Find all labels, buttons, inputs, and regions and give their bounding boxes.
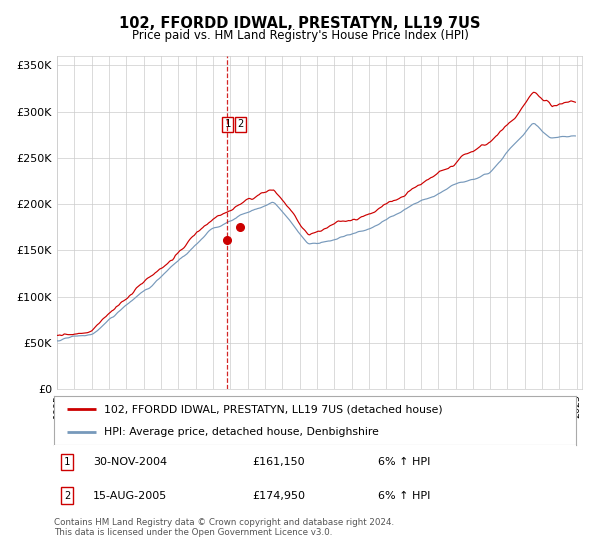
Text: £174,950: £174,950 [253,491,305,501]
Text: 2: 2 [237,119,244,129]
Text: HPI: Average price, detached house, Denbighshire: HPI: Average price, detached house, Denb… [104,427,379,437]
Text: 1: 1 [64,457,70,467]
Text: 2: 2 [64,491,70,501]
Text: 1: 1 [224,119,230,129]
Text: £161,150: £161,150 [253,457,305,467]
Text: 30-NOV-2004: 30-NOV-2004 [93,457,167,467]
Text: 102, FFORDD IDWAL, PRESTATYN, LL19 7US (detached house): 102, FFORDD IDWAL, PRESTATYN, LL19 7US (… [104,404,442,414]
Text: 6% ↑ HPI: 6% ↑ HPI [377,491,430,501]
Text: Price paid vs. HM Land Registry's House Price Index (HPI): Price paid vs. HM Land Registry's House … [131,29,469,42]
Text: 102, FFORDD IDWAL, PRESTATYN, LL19 7US: 102, FFORDD IDWAL, PRESTATYN, LL19 7US [119,16,481,31]
Text: Contains HM Land Registry data © Crown copyright and database right 2024.
This d: Contains HM Land Registry data © Crown c… [54,518,394,538]
Text: 6% ↑ HPI: 6% ↑ HPI [377,457,430,467]
Text: 15-AUG-2005: 15-AUG-2005 [93,491,167,501]
